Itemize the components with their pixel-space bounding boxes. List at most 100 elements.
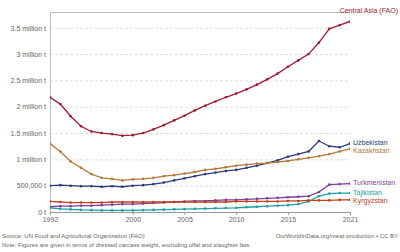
series-point: [90, 130, 93, 133]
series-point: [121, 185, 124, 188]
tick-mark: [350, 212, 351, 215]
grid-line: [50, 159, 350, 160]
series-point: [173, 201, 176, 204]
y-tick-label: 3.5 million t: [11, 25, 46, 32]
series-point: [100, 176, 103, 179]
series-point: [214, 171, 217, 174]
series-label: Kazakhstan: [353, 147, 390, 154]
series-point: [183, 201, 186, 204]
tick-mark: [50, 212, 51, 215]
series-point: [162, 175, 165, 178]
series-point: [69, 205, 72, 208]
series-point: [152, 209, 155, 212]
series-point: [50, 206, 51, 209]
series-point: [266, 197, 269, 200]
x-axis: 199220002005201020152021: [43, 212, 359, 223]
tick-mark: [184, 212, 185, 215]
series-point: [245, 88, 248, 91]
series-point: [235, 169, 238, 172]
series-point: [100, 132, 103, 135]
series-point: [287, 204, 290, 207]
series-line: [50, 141, 350, 187]
series-point: [152, 176, 155, 179]
y-tick: 3.5 million t: [11, 25, 350, 32]
series-point: [328, 153, 331, 156]
series-point: [100, 201, 103, 204]
y-axis-line: [51, 13, 351, 213]
y-tick: 3 million t: [16, 51, 350, 58]
series-point: [225, 96, 228, 99]
series-point: [59, 205, 62, 208]
series-point: [204, 207, 207, 210]
series-point: [100, 204, 103, 207]
series-point: [256, 200, 259, 203]
series-point: [204, 169, 207, 172]
series-point: [338, 183, 341, 186]
series-point: [183, 114, 186, 117]
series-point: [173, 201, 176, 204]
series-point: [59, 184, 62, 187]
series-point: [90, 201, 93, 204]
series-point: [307, 195, 310, 198]
series-point: [245, 163, 248, 166]
series-point: [80, 185, 83, 188]
series-point: [90, 185, 93, 188]
series-point: [307, 199, 310, 202]
series-point: [111, 209, 114, 212]
x-tick-label: 2005: [177, 216, 193, 223]
series-point: [142, 184, 145, 187]
series-point: [90, 204, 93, 207]
series-point: [194, 171, 197, 174]
series-point: [59, 208, 62, 211]
series-point: [297, 195, 300, 198]
series-point: [297, 200, 300, 203]
series-line: [50, 144, 350, 181]
series-point: [80, 125, 83, 128]
series-point: [111, 133, 114, 136]
series-point: [162, 208, 165, 211]
series-point: [111, 201, 114, 204]
series-point: [256, 83, 259, 86]
series-point: [307, 53, 310, 56]
series-point: [142, 178, 145, 181]
series-point: [204, 173, 207, 176]
series-point: [225, 207, 228, 210]
y-tick-label: 3 million t: [16, 51, 46, 58]
series-point: [349, 192, 350, 195]
series-point: [131, 209, 134, 212]
series-point: [318, 155, 321, 158]
series-point: [287, 155, 290, 158]
x-tick: 2005: [177, 212, 193, 223]
source: Source: UN Food and Agricultural Organiz…: [2, 233, 145, 239]
series-point: [152, 128, 155, 131]
series-point: [256, 198, 259, 201]
series-line: [50, 200, 350, 203]
series-point: [50, 96, 51, 99]
series-point: [194, 175, 197, 178]
series-point: [297, 59, 300, 62]
series-point: [183, 172, 186, 175]
series-point: [50, 200, 51, 203]
series-point: [245, 206, 248, 209]
series-point: [328, 199, 331, 202]
y-tick: 2.5 million t: [11, 77, 350, 84]
x-tick: 2000: [125, 212, 141, 223]
series-point: [121, 134, 124, 137]
series-point: [235, 92, 238, 95]
series-point: [276, 204, 279, 207]
series-point: [131, 184, 134, 187]
series-point: [100, 185, 103, 188]
series-point: [80, 166, 83, 169]
y-tick-label: 0 t: [38, 209, 46, 216]
tick-mark: [236, 212, 237, 215]
series-point: [162, 124, 165, 127]
series-point: [287, 200, 290, 203]
y-tick-label: 2 million t: [16, 103, 46, 110]
y-tick-label: 1.5 million t: [11, 130, 46, 137]
series-point: [349, 148, 350, 151]
series-point: [235, 206, 238, 209]
series-point: [245, 200, 248, 203]
x-tick: 2015: [281, 212, 297, 223]
series-point: [318, 199, 321, 202]
series-point: [59, 150, 62, 153]
